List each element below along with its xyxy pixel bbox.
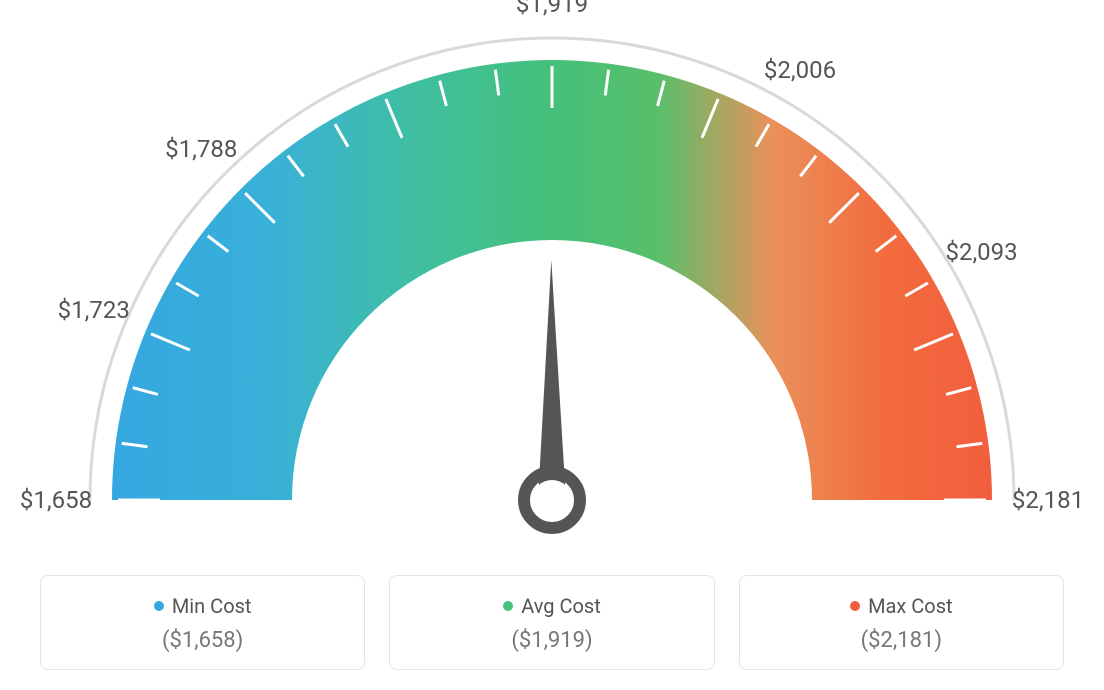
min-cost-label: Min Cost — [172, 594, 252, 618]
max-dot-icon — [850, 601, 860, 611]
gauge-tick-label: $1,658 — [20, 486, 92, 514]
avg-cost-label: Avg Cost — [521, 594, 601, 618]
avg-cost-card: Avg Cost ($1,919) — [389, 575, 714, 670]
gauge-tick-label: $2,093 — [945, 238, 1017, 266]
gauge-tick-label: $1,723 — [58, 296, 130, 324]
gauge-svg — [0, 0, 1104, 560]
max-cost-card: Max Cost ($2,181) — [739, 575, 1064, 670]
avg-dot-icon — [503, 601, 513, 611]
gauge-tick-label: $1,788 — [165, 135, 237, 163]
min-cost-card: Min Cost ($1,658) — [40, 575, 365, 670]
gauge-tick-label: $2,006 — [764, 56, 836, 84]
min-cost-value: ($1,658) — [51, 628, 354, 653]
gauge-area: $1,658 $1,723 $1,788 $1,919 $2,006 $2,093 $2,1… — [0, 0, 1104, 560]
avg-cost-value: ($1,919) — [400, 628, 703, 653]
max-cost-label: Max Cost — [868, 594, 953, 618]
gauge-tick-label: $2,181 — [1012, 486, 1084, 514]
max-cost-title-row: Max Cost — [850, 594, 953, 618]
min-cost-title-row: Min Cost — [154, 594, 252, 618]
cost-gauge-chart: $1,658 $1,723 $1,788 $1,919 $2,006 $2,093 $2,1… — [0, 0, 1104, 690]
gauge-tick-label: $1,919 — [516, 0, 588, 18]
min-dot-icon — [154, 601, 164, 611]
summary-cards: Min Cost ($1,658) Avg Cost ($1,919) Max … — [40, 575, 1064, 670]
max-cost-value: ($2,181) — [750, 628, 1053, 653]
avg-cost-title-row: Avg Cost — [503, 594, 601, 618]
